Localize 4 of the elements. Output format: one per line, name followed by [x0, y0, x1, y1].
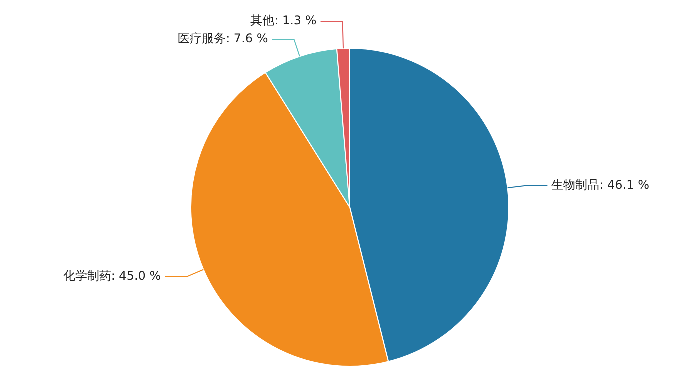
slice-label: 医疗服务: 7.6 % — [178, 32, 268, 46]
slice-label: 其他: 1.3 % — [250, 14, 317, 28]
slice-label: 化学制药: 45.0 % — [63, 268, 162, 283]
slice-label: 生物制品: 46.1 % — [552, 178, 650, 192]
